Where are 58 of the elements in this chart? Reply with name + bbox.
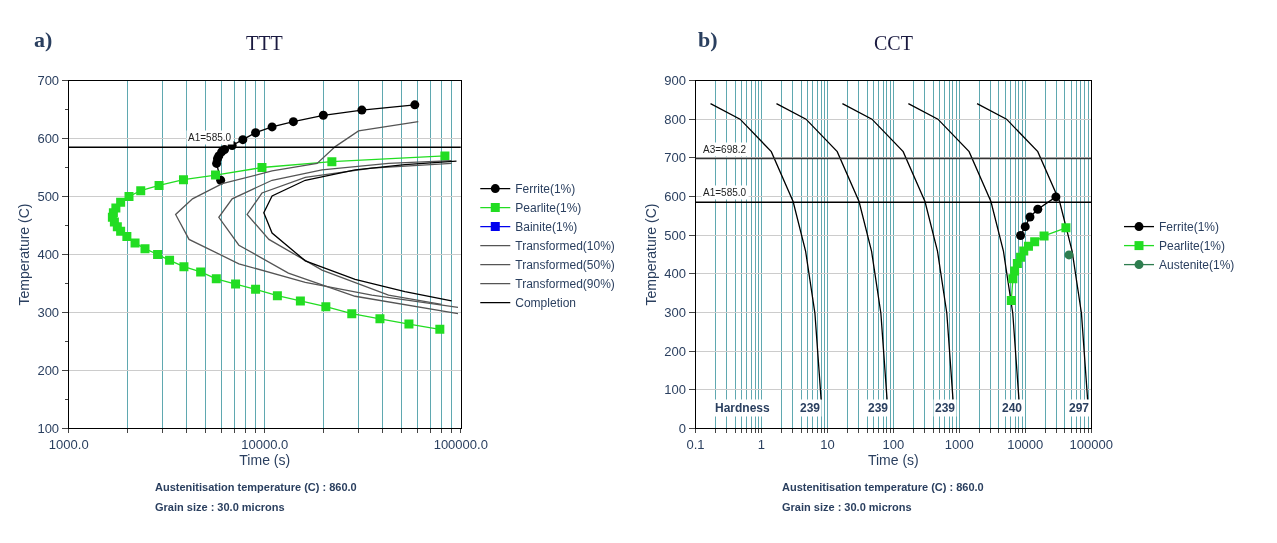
y-tick-label: 900	[664, 73, 686, 89]
text: b)	[698, 27, 718, 52]
x-tick-label: 100000	[1069, 437, 1113, 453]
y-tick-label: 800	[664, 111, 686, 127]
x-tick-label: 10000	[1007, 437, 1044, 453]
x-tick-label: 100	[882, 437, 905, 453]
y-tick-label: 500	[664, 227, 686, 243]
legend-label: Pearlite(1%)	[1159, 239, 1226, 254]
y-axis-title: Temperature (C)	[16, 203, 33, 306]
annotation: 297	[1069, 401, 1090, 415]
legend-label: Transformed(50%)	[515, 258, 615, 273]
ref-line-label: A3=698.2	[703, 144, 747, 155]
legend-label: Completion	[515, 296, 576, 311]
text: Austenitisation temperature (C) : 860.0	[782, 481, 984, 493]
legend-label: Transformed(10%)	[515, 239, 615, 254]
x-tick-label: 1000	[944, 437, 974, 453]
x-tick-label: 100000.0	[433, 437, 488, 453]
annotation: Hardness	[715, 401, 771, 415]
text: a)	[34, 27, 53, 52]
y-tick-label: 300	[664, 305, 686, 321]
annotation: 239	[800, 401, 821, 415]
y-tick-label: 100	[664, 382, 686, 398]
text: Austenitisation temperature (C) : 860.0	[155, 481, 357, 493]
y-tick-label: 200	[37, 363, 60, 379]
x-axis-title: Time (s)	[867, 452, 919, 469]
x-tick-label: 1	[757, 437, 766, 453]
x-tick-label: 1000.0	[48, 437, 89, 453]
y-tick-label: 400	[37, 247, 60, 263]
text: Grain size : 30.0 microns	[782, 501, 912, 513]
x-tick-label: 10000.0	[241, 437, 289, 453]
y-tick-label: 600	[664, 189, 686, 205]
ref-line-label: A1=585.0	[188, 132, 232, 143]
annotation: 239	[935, 401, 956, 415]
y-tick-label: 100	[37, 421, 60, 437]
x-axis-title: Time (s)	[239, 452, 291, 469]
legend-label: Bainite(1%)	[515, 220, 578, 235]
y-axis-title: Temperature (C)	[642, 203, 659, 306]
y-tick-label: 400	[664, 266, 686, 282]
y-tick-label: 500	[37, 189, 60, 205]
legend-label: Pearlite(1%)	[515, 201, 582, 216]
x-tick-label: 10	[820, 437, 835, 453]
legend-label: Ferrite(1%)	[1159, 220, 1220, 235]
legend-label: Ferrite(1%)	[515, 182, 576, 197]
chart-title: CCT	[874, 32, 913, 54]
y-tick-label: 300	[37, 305, 60, 321]
x-tick-label: 0.1	[686, 437, 705, 453]
y-tick-label: 700	[37, 73, 60, 89]
y-tick-label: 700	[664, 150, 686, 166]
ref-line-label: A1=585.0	[703, 187, 747, 198]
legend-label: Austenite(1%)	[1159, 258, 1235, 273]
y-tick-label: 600	[37, 131, 60, 147]
y-tick-label: 200	[664, 343, 686, 359]
legend-label: Transformed(90%)	[515, 277, 615, 292]
chart-title: TTT	[246, 32, 283, 54]
annotation: 239	[868, 401, 889, 415]
text: Grain size : 30.0 microns	[155, 501, 285, 513]
y-tick-label: 0	[678, 421, 686, 437]
annotation: 240	[1002, 401, 1023, 415]
